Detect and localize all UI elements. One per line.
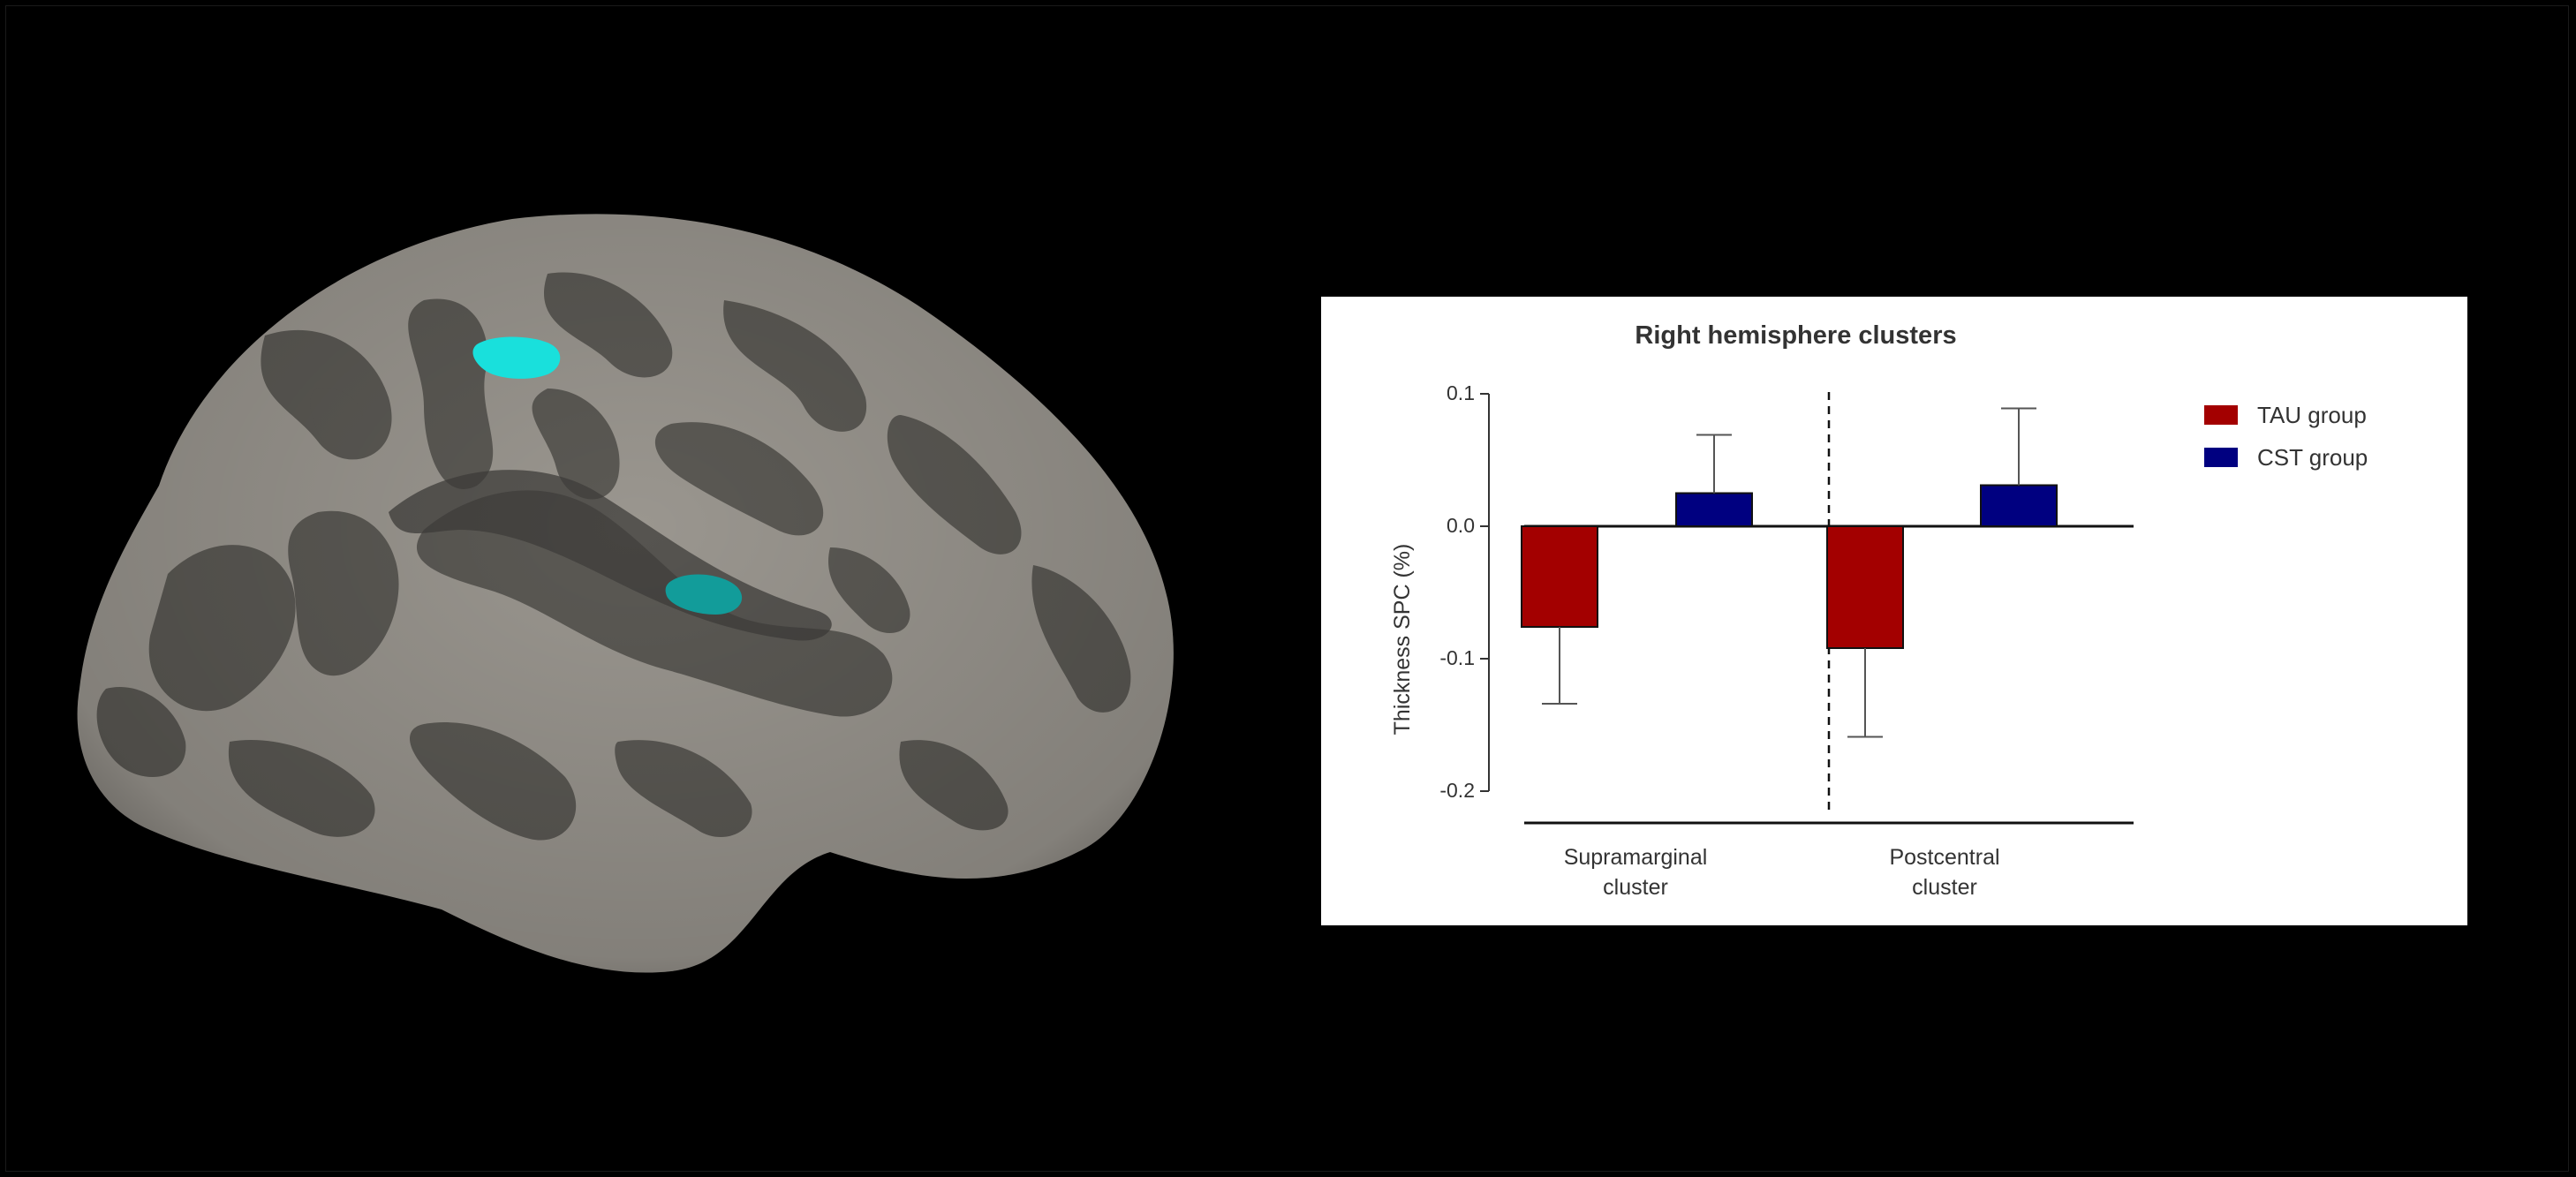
y-tick-label: 0.0 [1447, 514, 1475, 537]
y-tick-label: -0.2 [1439, 779, 1475, 802]
chart-legend: TAU group CST group [2204, 394, 2368, 479]
legend-swatch [2204, 448, 2238, 467]
bar-tau-0 [1521, 525, 1598, 628]
legend-item: CST group [2204, 436, 2368, 479]
bar-tau-1 [1826, 525, 1904, 649]
y-tick-label: 0.1 [1447, 381, 1475, 404]
cluster-marker-supramarginal [665, 574, 743, 615]
bar-chart [1480, 392, 2134, 825]
chart-panel: Right hemisphere clusters Thickness SPC … [1321, 297, 2467, 925]
legend-label: TAU group [2257, 401, 2367, 428]
bar-cst-1 [1980, 484, 2058, 527]
legend-item: TAU group [2204, 394, 2368, 436]
cluster-marker-postcentral [472, 336, 561, 379]
brain-surface-icon [53, 194, 1219, 1024]
x-category-label: Supramarginal cluster [1563, 845, 1708, 900]
legend-swatch [2204, 405, 2238, 425]
x-category-label: Postcentral cluster [1889, 845, 2000, 900]
legend-label: CST group [2257, 443, 2368, 471]
y-axis-label: Thickness SPC (%) [1390, 543, 1415, 736]
y-tick-label: -0.1 [1439, 646, 1475, 669]
bar-cst-0 [1675, 492, 1753, 527]
chart-title: Right hemisphere clusters [1635, 321, 1957, 350]
